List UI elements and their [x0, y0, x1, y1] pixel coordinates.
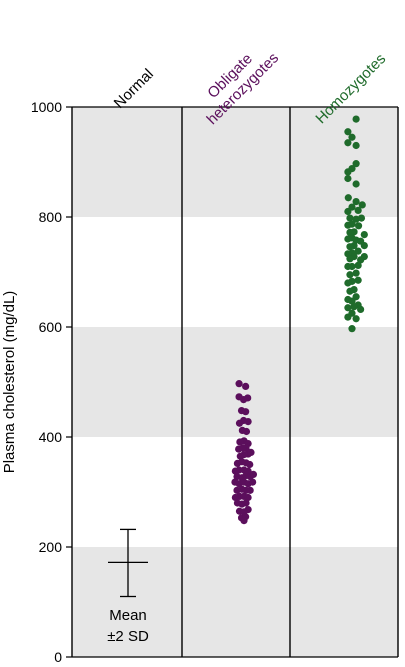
data-point	[344, 304, 352, 312]
data-point	[249, 470, 258, 478]
data-point	[235, 380, 243, 388]
data-point	[236, 452, 244, 460]
data-point	[242, 382, 250, 390]
data-point	[354, 247, 362, 255]
data-point	[246, 486, 254, 494]
data-point	[357, 256, 365, 264]
data-point	[350, 303, 358, 311]
y-tick-label: 800	[39, 209, 63, 225]
y-tick-label: 200	[39, 539, 63, 555]
data-point	[344, 207, 352, 216]
data-points	[231, 115, 368, 525]
summary-note-line: ±2 SD	[107, 628, 149, 645]
data-point	[344, 279, 352, 287]
data-point	[352, 180, 360, 188]
data-point	[249, 478, 257, 486]
data-point	[354, 261, 362, 269]
data-point	[354, 206, 362, 214]
y-tick-label: 400	[39, 429, 63, 445]
data-point	[244, 493, 252, 502]
data-point	[236, 438, 244, 446]
data-point	[346, 228, 354, 236]
data-point	[352, 115, 360, 123]
data-point	[231, 467, 239, 475]
data-point	[348, 297, 356, 305]
data-point	[354, 222, 363, 230]
data-point	[360, 242, 368, 250]
data-point	[352, 160, 360, 168]
data-point	[348, 325, 356, 333]
data-point	[344, 313, 352, 321]
data-point	[231, 478, 239, 486]
data-point	[344, 262, 352, 271]
y-axis-title: Plasma cholesterol (mg/dL)	[1, 291, 18, 474]
data-point	[358, 201, 366, 209]
data-point	[344, 168, 352, 176]
data-point	[242, 427, 251, 436]
data-point	[244, 418, 252, 426]
background-bands	[72, 107, 398, 657]
data-point	[246, 460, 254, 469]
data-point	[244, 394, 252, 402]
data-point	[344, 174, 352, 183]
data-point	[346, 271, 354, 279]
data-point	[352, 141, 360, 150]
data-point	[348, 133, 356, 141]
data-point	[352, 215, 360, 223]
data-point	[352, 315, 360, 323]
data-point	[344, 128, 352, 136]
data-point	[344, 139, 352, 147]
category-label-line: Normal	[111, 66, 157, 112]
data-point	[346, 214, 354, 222]
data-point	[235, 393, 243, 401]
data-point	[352, 269, 360, 277]
data-point	[239, 444, 247, 452]
data-point	[346, 287, 354, 295]
data-point	[357, 305, 365, 313]
y-tick-label: 1000	[31, 99, 62, 115]
data-point	[247, 448, 255, 456]
data-point	[344, 194, 352, 202]
grid-band	[72, 547, 398, 657]
data-point	[346, 243, 354, 251]
category-label-0: Normal	[111, 66, 157, 112]
data-point	[235, 419, 244, 427]
y-tick-label: 0	[54, 649, 62, 665]
y-axis: 0 200 400 600 800 1000	[31, 99, 72, 665]
grid-band	[72, 327, 398, 437]
data-point	[354, 276, 362, 284]
summary-note-line: Mean	[109, 607, 147, 624]
data-point	[352, 198, 360, 206]
data-point	[360, 231, 368, 239]
data-point	[344, 235, 352, 243]
data-point	[357, 214, 366, 222]
normal-summary: Mean ±2 SD	[107, 528, 149, 645]
grid-band	[72, 107, 398, 217]
plot-frame	[71, 106, 399, 658]
data-point	[240, 517, 248, 525]
y-tick-label: 600	[39, 319, 63, 335]
data-point	[231, 493, 239, 502]
data-point	[242, 408, 250, 416]
data-point	[346, 255, 354, 263]
data-point	[242, 499, 250, 507]
data-point	[344, 221, 352, 229]
